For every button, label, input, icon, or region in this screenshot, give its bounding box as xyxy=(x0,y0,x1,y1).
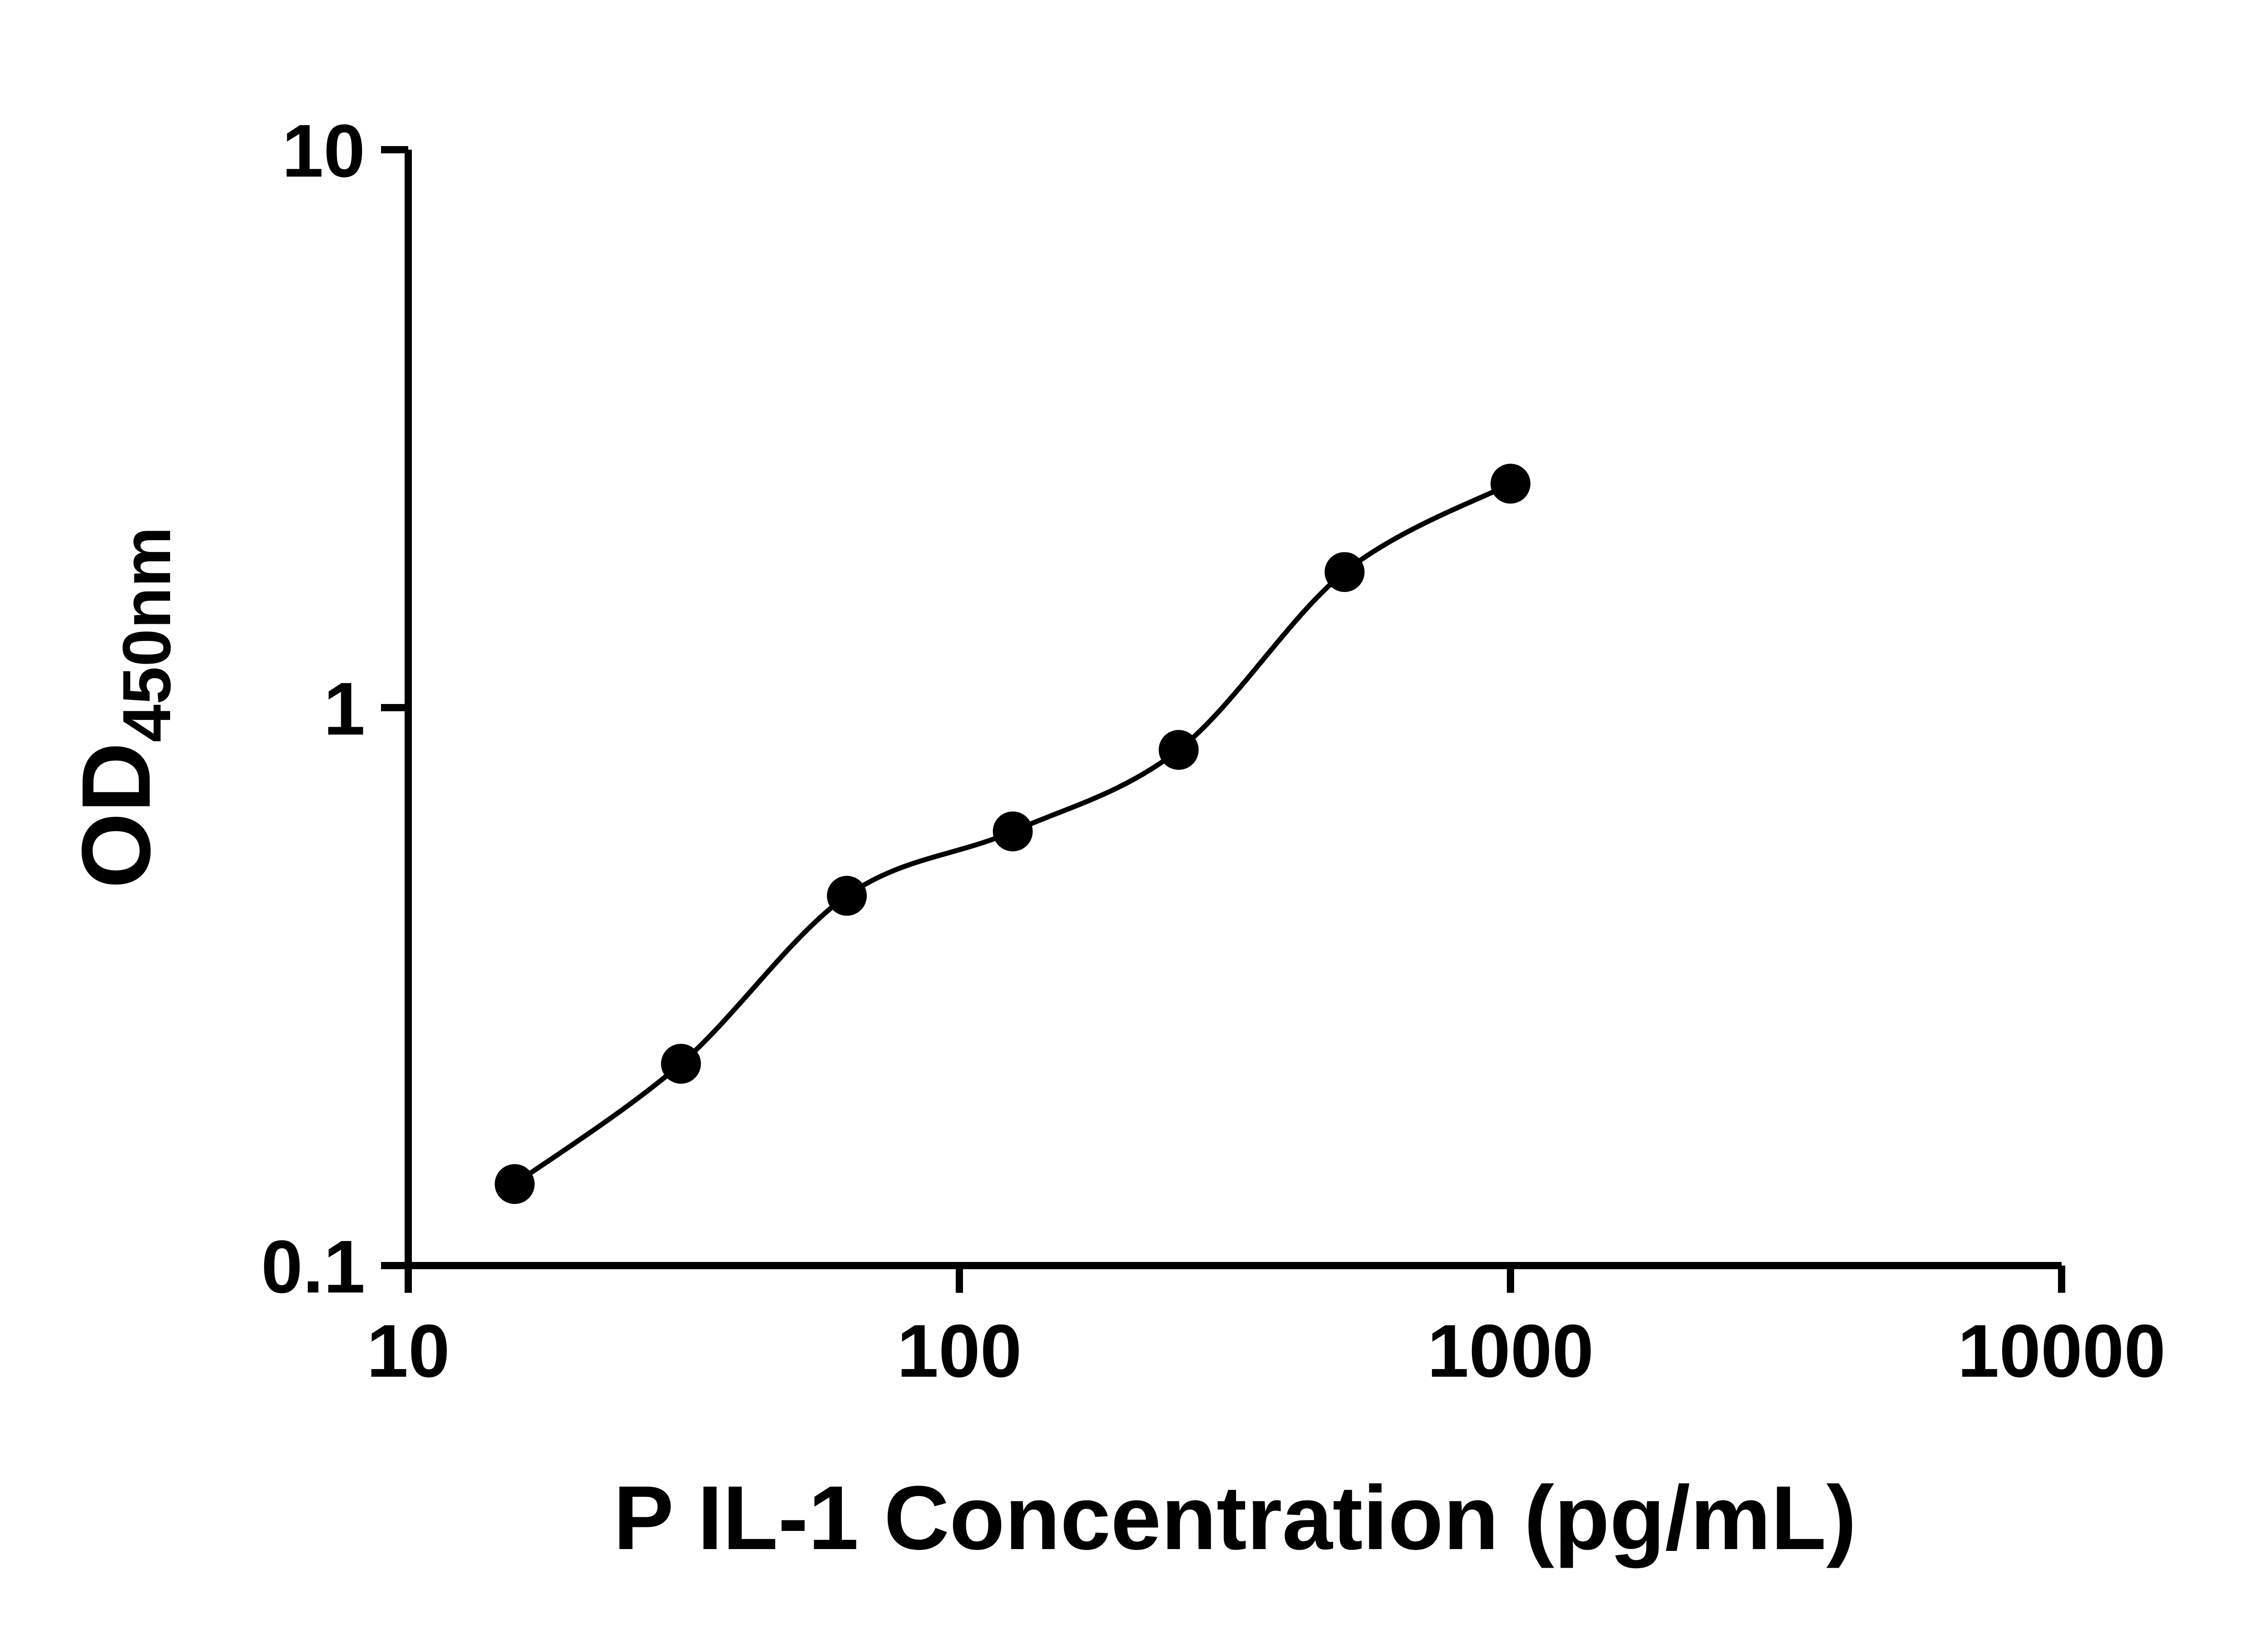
data-point xyxy=(826,875,867,916)
y-tick-label: 0.1 xyxy=(261,1225,365,1308)
y-axis-title-subscript: 450nm xyxy=(108,527,185,742)
data-point xyxy=(661,1044,701,1084)
data-point xyxy=(1158,730,1199,770)
x-tick-label: 10 xyxy=(367,1309,450,1393)
y-axis-title-main: OD xyxy=(61,742,171,889)
y-tick-label: 10 xyxy=(282,109,365,192)
y-tick-label: 1 xyxy=(323,667,365,750)
data-point xyxy=(992,811,1033,851)
x-tick-label: 1000 xyxy=(1427,1309,1593,1393)
data-point xyxy=(1325,552,1365,592)
x-tick-label: 10000 xyxy=(1958,1309,2166,1393)
x-tick-label: 100 xyxy=(897,1309,1022,1393)
y-axis-title: OD450nm xyxy=(61,527,185,889)
x-axis-title: P IL-1 Concentration (pg/mL) xyxy=(613,1467,1857,1569)
data-point xyxy=(1491,464,1530,504)
axes-lines xyxy=(405,150,2062,1269)
data-point xyxy=(494,1164,535,1204)
